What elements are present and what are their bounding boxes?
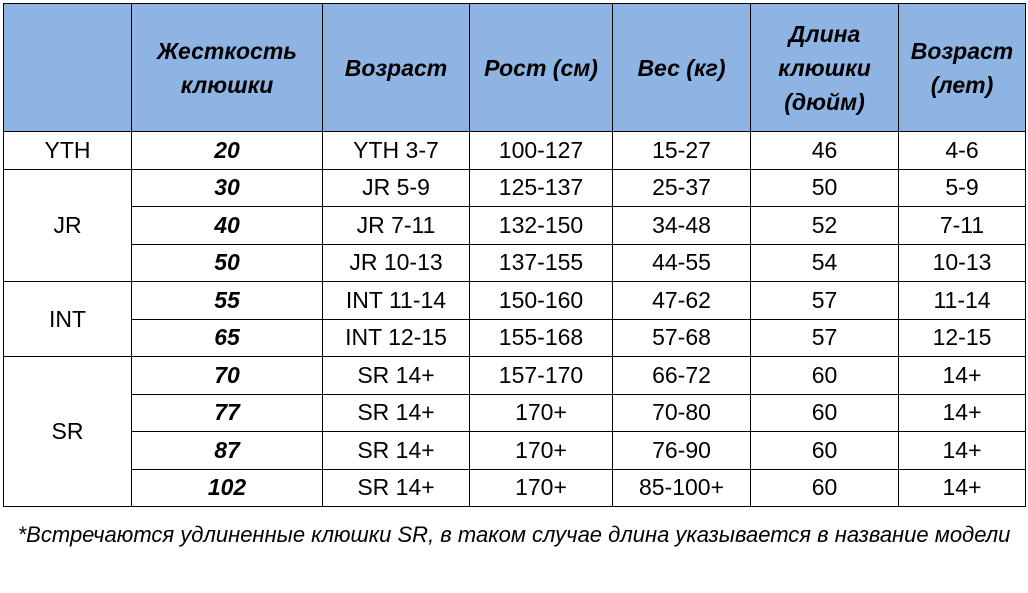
table-row: 102 SR 14+ 170+ 85-100+ 60 14+ <box>4 468 1026 507</box>
table-cell: 155-168 <box>469 318 613 357</box>
table-row: 77 SR 14+ 170+ 70-80 60 14+ <box>4 393 1026 432</box>
header-cell <box>3 3 132 132</box>
table-cell: SR 14+ <box>322 393 470 432</box>
table-cell: 70-80 <box>612 393 751 432</box>
table-body: YTH 20 YTH 3-7 100-127 15-27 46 4-6 JR 30 JR 5-9 1… <box>3 131 1026 507</box>
stiffness-cell: 70 <box>131 356 323 395</box>
table-cell: 85-100+ <box>612 468 751 507</box>
table-cell: 57-68 <box>612 318 751 357</box>
table-cell: 7-11 <box>898 206 1026 245</box>
table-cell: 132-150 <box>469 206 613 245</box>
stiffness-cell: 65 <box>131 318 323 357</box>
header-cell: Длина клюшки (дюйм) <box>750 3 899 132</box>
table-cell: 25-37 <box>612 168 751 207</box>
table-cell: SR 14+ <box>322 468 470 507</box>
stiffness-cell: 30 <box>131 168 323 207</box>
table-cell: JR 7-11 <box>322 206 470 245</box>
table-cell: SR 14+ <box>322 356 470 395</box>
table-cell: 170+ <box>469 468 613 507</box>
table-row: INT 55 INT 11-14 150-160 47-62 57 11-14 <box>3 281 1026 357</box>
table-cell: 100-127 <box>469 131 613 170</box>
group-label: JR <box>3 168 132 282</box>
table-cell: 137-155 <box>469 243 613 282</box>
footnote: *Встречаются удлиненные клюшки SR, в так… <box>17 522 1011 547</box>
header-cell: Возраст <box>322 3 470 132</box>
table-cell: 11-14 <box>898 281 1026 320</box>
group-label: SR <box>3 356 132 507</box>
table-cell: 14+ <box>898 393 1026 432</box>
table-row: 65 INT 12-15 155-168 57-68 57 12-15 <box>4 318 1026 357</box>
table-cell: 46 <box>750 131 899 170</box>
table-cell: 170+ <box>469 431 613 470</box>
table-cell: 14+ <box>898 356 1026 395</box>
table-cell: 60 <box>750 356 899 395</box>
table-row: JR 30 JR 5-9 125-137 25-37 50 5-9 <box>3 168 1026 282</box>
table-cell: 50 <box>750 168 899 207</box>
table-row: 50 JR 10-13 137-155 44-55 54 10-13 <box>4 243 1026 282</box>
table-row: SR 70 SR 14+ 157-170 66-72 60 14+ <box>3 356 1026 507</box>
stiffness-cell: 20 <box>131 131 323 170</box>
table-cell: 34-48 <box>612 206 751 245</box>
table-cell: 47-62 <box>612 281 751 320</box>
table-cell: 5-9 <box>898 168 1026 207</box>
table-cell: 57 <box>750 318 899 357</box>
table-cell: 12-15 <box>898 318 1026 357</box>
table-cell: JR 10-13 <box>322 243 470 282</box>
table-cell: 60 <box>750 431 899 470</box>
group-label: YTH <box>3 131 132 170</box>
table-cell: 10-13 <box>898 243 1026 282</box>
table-cell: 44-55 <box>612 243 751 282</box>
group-label: INT <box>3 281 132 357</box>
stiffness-cell: 40 <box>131 206 323 245</box>
table-cell: 14+ <box>898 431 1026 470</box>
table-cell: 60 <box>750 468 899 507</box>
table-cell: 15-27 <box>612 131 751 170</box>
table-cell: 157-170 <box>469 356 613 395</box>
table-cell: INT 12-15 <box>322 318 470 357</box>
table-cell: 76-90 <box>612 431 751 470</box>
table-row: YTH 20 YTH 3-7 100-127 15-27 46 4-6 <box>3 131 1026 170</box>
table-cell: 150-160 <box>469 281 613 320</box>
table-cell: 54 <box>750 243 899 282</box>
header-row: Жесткость клюшки Возраст Рост (см) Вес (кг)… <box>3 3 1026 132</box>
header-cell: Возраст (лет) <box>898 3 1026 132</box>
table-cell: 4-6 <box>898 131 1026 170</box>
table-row: 87 SR 14+ 170+ 76-90 60 14+ <box>4 431 1026 470</box>
stiffness-cell: 50 <box>131 243 323 282</box>
table-row: 40 JR 7-11 132-150 34-48 52 7-11 <box>4 206 1026 245</box>
stick-table: Жесткость клюшки Возраст Рост (см) Вес (кг)… <box>3 3 1026 507</box>
table-cell: 66-72 <box>612 356 751 395</box>
stiffness-cell: 87 <box>131 431 323 470</box>
table-cell: YTH 3-7 <box>322 131 470 170</box>
header-cell: Жесткость клюшки <box>131 3 323 132</box>
stiffness-cell: 55 <box>131 281 323 320</box>
table-cell: 60 <box>750 393 899 432</box>
table-cell: JR 5-9 <box>322 168 470 207</box>
table-cell: 57 <box>750 281 899 320</box>
table-cell: 14+ <box>898 468 1026 507</box>
stiffness-cell: 77 <box>131 393 323 432</box>
table-cell: 125-137 <box>469 168 613 207</box>
stiffness-cell: 102 <box>131 468 323 507</box>
table-cell: INT 11-14 <box>322 281 470 320</box>
table-cell: 52 <box>750 206 899 245</box>
table-cell: 170+ <box>469 393 613 432</box>
header-cell: Вес (кг) <box>612 3 751 132</box>
header-cell: Рост (см) <box>469 3 613 132</box>
table-cell: SR 14+ <box>322 431 470 470</box>
